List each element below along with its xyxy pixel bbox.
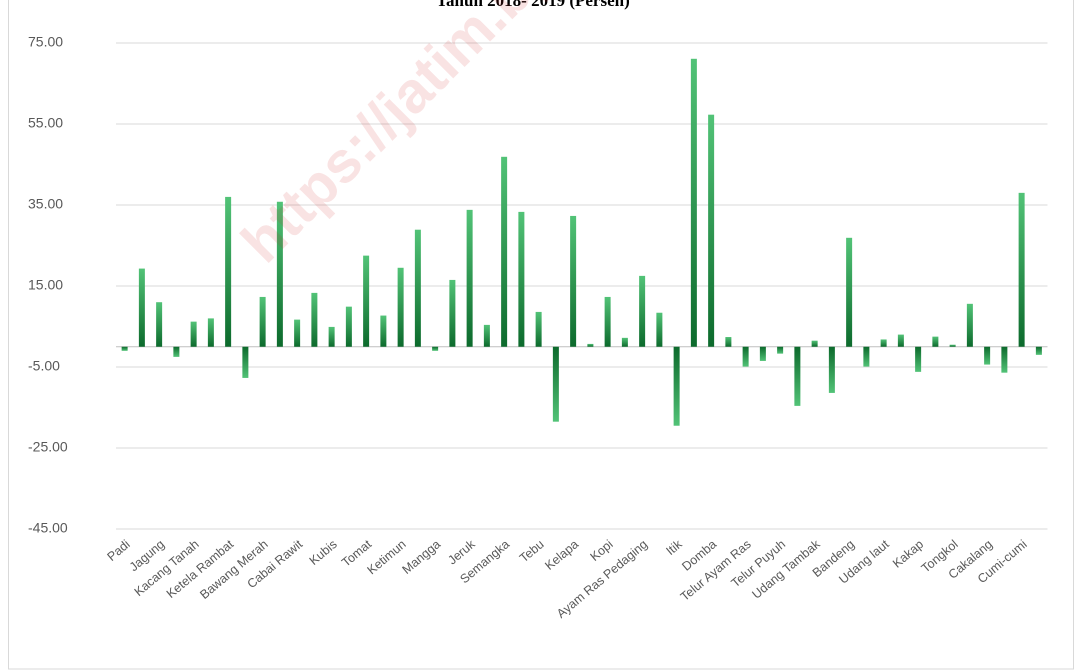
y-tick-label: -25.00 xyxy=(28,439,68,455)
bar xyxy=(742,346,749,367)
x-tick-label: Mangga xyxy=(400,537,444,577)
x-tick-label: Kubis xyxy=(307,537,340,568)
bar xyxy=(276,201,283,347)
bar xyxy=(966,303,973,347)
bar xyxy=(1018,192,1025,347)
bar xyxy=(673,346,680,426)
x-tick-label: Ketimun xyxy=(365,537,409,577)
bar xyxy=(897,334,904,347)
bar xyxy=(190,321,197,347)
bar xyxy=(518,211,525,347)
bar xyxy=(311,292,318,347)
y-tick-label: 55.00 xyxy=(28,115,63,131)
bar xyxy=(501,156,508,347)
bar xyxy=(725,337,732,347)
bar xyxy=(173,346,180,357)
chart-frame xyxy=(8,0,1074,670)
bar xyxy=(794,346,801,406)
bar xyxy=(1001,346,1008,373)
x-tick-label: Kelapa xyxy=(542,537,581,573)
bar xyxy=(604,296,611,347)
bar xyxy=(915,346,922,372)
bar xyxy=(570,215,577,347)
bar xyxy=(242,346,249,378)
x-tick-label: Itik xyxy=(663,537,685,558)
bar xyxy=(690,58,697,347)
bar xyxy=(949,344,956,347)
x-tick-label: Padi xyxy=(104,537,132,564)
bar xyxy=(777,346,784,354)
bar xyxy=(846,237,853,347)
bar xyxy=(328,326,335,347)
y-tick-label: 35.00 xyxy=(28,196,63,212)
bar xyxy=(259,296,266,347)
bar xyxy=(621,337,628,347)
bar xyxy=(828,346,835,393)
bar xyxy=(863,346,870,367)
bar xyxy=(1035,346,1042,355)
bar xyxy=(397,267,404,347)
bar xyxy=(466,209,473,347)
bar xyxy=(811,340,818,347)
bar xyxy=(414,229,421,347)
chart-title: Tahun 2018- 2019 (Persen) xyxy=(436,0,629,10)
y-tick-label: -5.00 xyxy=(28,358,60,374)
bar xyxy=(363,255,370,347)
y-tick-label: -45.00 xyxy=(28,520,68,536)
bar xyxy=(225,196,232,347)
bar xyxy=(156,302,163,347)
bar xyxy=(932,336,939,347)
bar xyxy=(449,279,456,347)
bar xyxy=(656,312,663,347)
bar xyxy=(552,346,559,422)
bar xyxy=(345,306,352,347)
bar xyxy=(639,275,646,347)
bar xyxy=(294,319,301,347)
bar xyxy=(535,311,542,347)
bar xyxy=(708,114,715,347)
bar xyxy=(121,346,128,351)
bar xyxy=(483,324,490,347)
x-tick-label: Kopi xyxy=(587,537,615,564)
bar xyxy=(138,268,145,347)
bar xyxy=(984,346,991,365)
bar xyxy=(759,346,766,361)
watermark: https://jatim.bp xyxy=(229,0,569,275)
bar xyxy=(207,318,214,347)
y-tick-label: 75.00 xyxy=(28,34,63,50)
y-tick-label: 15.00 xyxy=(28,277,63,293)
bar xyxy=(432,346,439,351)
bar xyxy=(380,315,387,347)
bar xyxy=(880,339,887,347)
bar xyxy=(587,343,594,347)
